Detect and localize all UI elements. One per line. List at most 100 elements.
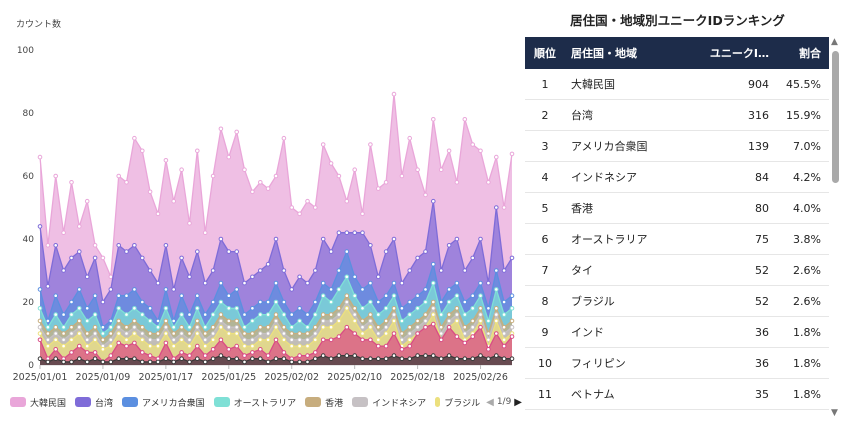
data-point: [84, 337, 90, 343]
data-point: [494, 205, 499, 210]
legend-item[interactable]: 大韓民国: [10, 396, 66, 409]
data-point: [462, 117, 468, 122]
data-point: [202, 337, 208, 343]
data-point: [281, 356, 287, 362]
data-point: [407, 337, 413, 343]
data-point: [163, 158, 169, 163]
data-point: [470, 318, 476, 324]
data-point: [486, 180, 491, 185]
data-point: [344, 324, 350, 330]
data-point: [391, 293, 397, 299]
data-point: [187, 274, 192, 280]
table-row[interactable]: 4 インドネシア 84 4.2%: [525, 162, 829, 193]
header-share[interactable]: 割合: [799, 47, 821, 60]
legend-prev-icon[interactable]: ◀: [486, 396, 494, 408]
data-point: [352, 306, 358, 311]
data-point: [100, 347, 106, 352]
table-row[interactable]: 5 香港 80 4.0%: [525, 193, 829, 224]
data-point: [344, 353, 350, 358]
data-point: [124, 293, 129, 299]
data-point: [69, 299, 74, 305]
data-point: [376, 186, 381, 191]
cell-share: 15.9%: [786, 108, 821, 122]
data-point: [399, 347, 405, 352]
data-point: [383, 249, 389, 254]
data-point: [163, 306, 169, 311]
data-point: [265, 353, 271, 358]
data-point: [163, 331, 169, 336]
scrollbar-thumb[interactable]: [832, 51, 839, 183]
data-point: [132, 356, 137, 362]
data-point: [37, 287, 43, 292]
data-point: [258, 180, 263, 185]
table-row[interactable]: 1 大韓民国 904 45.5%: [525, 69, 829, 100]
data-point: [61, 324, 66, 330]
data-point: [124, 312, 129, 317]
table-row[interactable]: 10 フィリピン 36 1.8%: [525, 348, 829, 379]
data-point: [250, 331, 255, 336]
legend-pager: ◀ 1/9 ▶: [483, 397, 525, 408]
table-row[interactable]: 8 ブラジル 52 2.6%: [525, 286, 829, 317]
data-point: [399, 356, 405, 362]
legend-item[interactable]: インドネシア: [352, 396, 426, 409]
data-point: [383, 293, 389, 299]
legend-next-icon[interactable]: ▶: [514, 396, 522, 408]
data-point: [171, 343, 176, 349]
header-country[interactable]: 居住国・地域: [571, 47, 637, 60]
data-point: [494, 287, 499, 292]
cell-rank: 5: [541, 201, 549, 215]
data-point: [69, 359, 74, 365]
table-row[interactable]: 3 アメリカ合衆国 139 7.0%: [525, 131, 829, 162]
data-point: [171, 331, 176, 336]
x-tick-label: 2025/01/25: [201, 372, 256, 383]
data-point: [399, 318, 405, 324]
scroll-up-icon[interactable]: ▲: [831, 37, 838, 47]
data-point: [258, 312, 263, 317]
legend-item[interactable]: オーストラリア: [213, 396, 296, 409]
data-point: [37, 331, 43, 336]
data-point: [258, 299, 263, 305]
legend-item[interactable]: 台湾: [75, 396, 113, 409]
cell-share: 4.2%: [793, 170, 821, 184]
data-point: [116, 293, 121, 299]
data-point: [61, 343, 66, 349]
data-point: [195, 331, 200, 336]
legend-item[interactable]: ブラジル: [435, 396, 480, 409]
x-tick-label: 2025/02/26: [453, 372, 508, 383]
table-row[interactable]: 11 ベトナム 35 1.8%: [525, 379, 829, 410]
data-point: [438, 337, 444, 343]
header-rank[interactable]: 順位: [534, 47, 556, 60]
scroll-down-icon[interactable]: ▼: [831, 408, 838, 418]
data-point: [352, 331, 358, 336]
data-point: [391, 91, 397, 97]
data-point: [116, 243, 121, 248]
data-point: [423, 318, 428, 324]
data-point: [368, 299, 373, 305]
table-row[interactable]: 9 インド 36 1.8%: [525, 317, 829, 348]
data-point: [273, 312, 279, 317]
data-point: [210, 312, 216, 317]
table-row[interactable]: 7 タイ 52 2.6%: [525, 255, 829, 286]
data-point: [265, 312, 271, 317]
legend-item[interactable]: アメリカ合衆国: [122, 396, 205, 409]
data-point: [383, 324, 389, 330]
data-point: [226, 306, 232, 311]
data-point: [100, 359, 106, 365]
data-point: [155, 331, 161, 336]
data-point: [179, 356, 184, 362]
table-row[interactable]: 2 台湾 316 15.9%: [525, 100, 829, 131]
data-point: [171, 359, 176, 365]
cell-unique-id: 84: [755, 170, 769, 184]
legend-item[interactable]: 香港: [305, 396, 343, 409]
data-point: [234, 343, 239, 349]
data-point: [494, 268, 499, 273]
table-scrollbar[interactable]: ▲ ▼: [830, 37, 842, 422]
data-point: [155, 318, 161, 324]
table-row[interactable]: 6 オーストラリア 75 3.8%: [525, 224, 829, 255]
header-unique-id[interactable]: ユニークI…: [709, 47, 769, 60]
data-point: [328, 299, 334, 305]
data-point: [187, 331, 192, 336]
data-point: [92, 350, 98, 355]
table-body: 1 大韓民国 904 45.5% 2 台湾 316 15.9% 3 アメリカ合衆国 139 7.0% 4…: [525, 69, 829, 410]
data-point: [116, 340, 121, 346]
